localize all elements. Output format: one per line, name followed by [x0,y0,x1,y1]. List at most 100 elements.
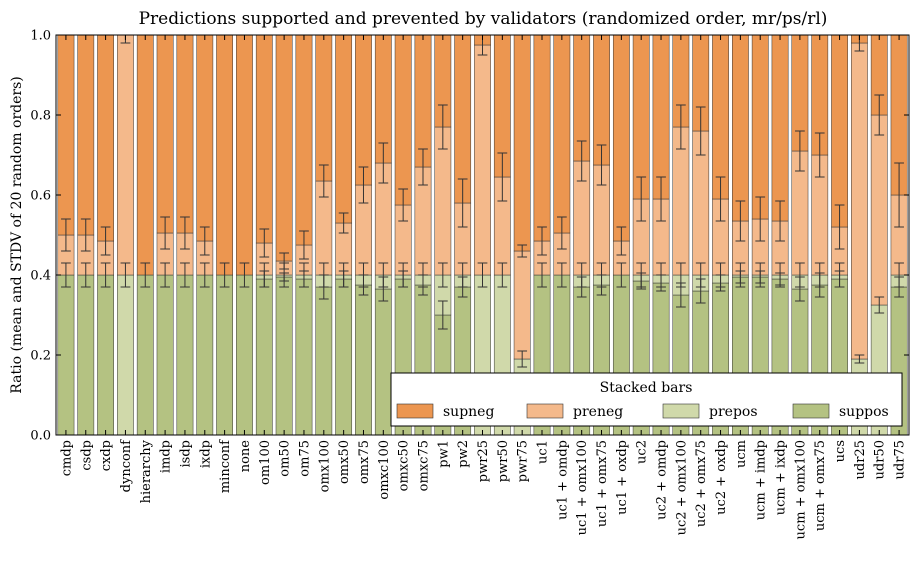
legend-swatch-supneg [396,403,434,419]
bar-preneg-udr25 [851,42,868,360]
error-bar-suppos-top-om100 [259,270,270,288]
error-bar-lower-boundary-ixdp [199,262,210,288]
error-bar-preneg-top-ucm-imdp [755,196,766,242]
x-tick-label-omx50: omx50 [337,440,352,484]
bar-supneg-hierarchy [136,34,154,276]
error-bar-preneg-top-uc2-omdp [656,176,666,222]
bar-supneg-uc2-omdp [652,34,670,200]
x-tick-label-ucm-imdp: ucm + imdp [754,440,769,520]
error-bar-lower-boundary-pwr50 [497,262,508,288]
error-bar-preneg-top-pw1 [437,104,448,150]
x-tick-label-uc1-oxdp: uc1 + oxdp [615,440,630,515]
error-bar-preneg-top-om50 [279,252,290,270]
x-tick-label-dynconf: dynconf [119,439,134,493]
bar-supneg-pw2 [454,34,472,204]
x-tick-label-ucs: ucs [833,440,848,462]
x-tick-label-ucm-omx100: ucm + omx100 [793,440,808,539]
bar-supneg-omx75 [355,34,372,186]
error-bar-suppos-top-uc2-omdp [656,274,666,292]
bar-suppos-om100 [255,278,273,436]
error-bar-suppos-top-ucm-ixdp [775,272,785,286]
legend-label-suppos: suppos [839,404,889,420]
x-tick-label-uc1-omdp: uc1 + omdp [555,440,570,520]
error-bar-suppos-top-ucs [834,270,845,288]
error-bar-suppos-top-uc1-omx100 [576,276,587,298]
error-bar-suppos-top-pw1 [437,300,448,330]
error-bar-preneg-top-uc1-oxdp [616,226,627,256]
bar-supneg-cxdp [97,34,114,242]
bar-supneg-ucm [732,34,749,222]
bar-supneg-omxc75 [414,34,432,168]
error-bars-layer [61,34,904,368]
error-bar-suppos-top-ucm-imdp [755,270,766,284]
bar-preneg-pwr25 [474,44,491,276]
error-bar-preneg-top-ixdp [199,226,210,256]
error-bar-preneg-top-ucs [834,204,845,250]
x-tick-label-hierarchy: hierarchy [139,439,154,503]
bar-suppos-imdp [156,274,174,436]
x-tick-label-minconf: minconf [218,439,233,493]
error-bar-lower-boundary-none [239,262,250,288]
bar-preneg-udr50 [870,114,888,306]
bar-supneg-om100 [255,34,273,244]
bar-suppos-none [236,274,253,436]
bar-preneg-pwr75 [513,250,531,360]
error-bar-preneg-top-pwr50 [497,152,508,202]
error-bar-lower-boundary-udr25 [854,354,865,364]
error-bar-preneg-top-ucm-ixdp [775,200,785,242]
y-tick-label: 0.0 [30,429,51,444]
error-bar-suppos-top-ucm-omx100 [795,276,805,302]
error-bar-preneg-top-csdp [80,218,91,252]
error-bar-preneg-top-pw2 [457,178,468,228]
x-tick-label-pwr50: pwr50 [496,440,511,482]
error-bar-preneg-top-omxc100 [378,142,389,184]
error-bar-lower-boundary-csdp [80,262,91,288]
y-axis-label: Ratio (mean and STDV of 20 random orders… [9,76,25,393]
y-tick-label: 1.0 [30,29,51,44]
x-tick-label-uc1: uc1 [536,440,551,464]
bar-suppos-ixdp [196,274,214,436]
y-tick-label: 0.2 [30,349,51,364]
error-bar-suppos-top-om75 [299,270,309,288]
x-tick-label-uc1-omx75: uc1 + omx75 [595,440,610,527]
bar-supneg-omxc50 [394,34,412,206]
error-bar-preneg-top-uc2-omx100 [675,104,686,150]
error-bar-suppos-top-om50 [279,272,290,282]
error-bar-preneg-top-uc1-omx100 [576,140,587,182]
error-bar-preneg-top-cxdp [100,226,111,256]
x-tick-label-omxc100: omxc100 [377,440,392,500]
x-tick-label-uc2-omdp: uc2 + omdp [655,440,670,520]
error-bar-preneg-top-pwr75 [517,244,528,258]
error-bar-preneg-top-omx75 [358,166,369,204]
error-bar-lower-boundary-pwr75 [517,350,528,368]
bar-suppos-om75 [295,278,313,436]
error-bar-preneg-top-cmdp [61,218,71,252]
x-tick-label-pwr25: pwr25 [476,440,491,482]
x-tick-label-pwr75: pwr75 [516,440,531,482]
error-bar-preneg-top-omx50 [338,212,349,234]
bar-supneg-uc1-omdp [553,34,571,234]
error-bar-lower-boundary-udr50 [874,296,885,314]
error-bar-suppos-top-ucm-omx75 [814,272,825,298]
error-bar-preneg-top-imdp [160,216,170,250]
bar-supneg-pwr75 [513,34,531,252]
x-tick-label-om100: om100 [258,440,273,485]
error-bar-preneg-top-uc2-oxdp [715,176,726,222]
error-bar-lower-boundary-uc1-omdp [556,262,567,288]
x-tick-label-om75: om75 [297,440,312,477]
chart-title: Predictions supported and prevented by v… [139,9,828,29]
x-tick-label-uc2-omx100: uc2 + omx100 [674,440,689,535]
error-bar-preneg-top-om75 [299,230,309,260]
x-tick-label-pw1: pw1 [436,440,451,468]
bar-suppos-omx100 [315,286,333,436]
error-bar-lower-boundary-uc1-oxdp [616,262,627,288]
bar-supneg-none [236,34,253,276]
bar-supneg-uc2 [632,34,650,200]
x-tick-label-uc2-oxdp: uc2 + oxdp [714,440,729,515]
error-bar-suppos-top-omxc75 [418,274,428,296]
error-bar-suppos-top-udr75 [894,276,904,298]
bar-suppos-isdp [176,274,194,436]
error-bar-suppos-top-uc2-omx75 [695,278,706,304]
x-tick-label-csdp: csdp [79,440,94,471]
error-bar-lower-boundary-isdp [180,262,190,288]
